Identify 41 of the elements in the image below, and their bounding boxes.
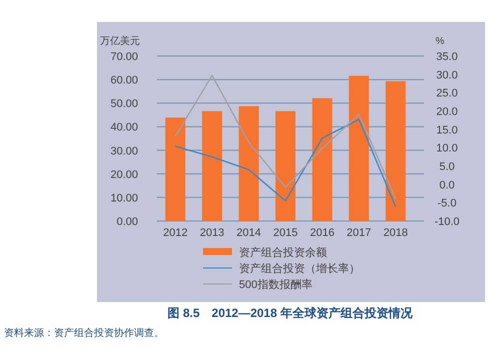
x-tick-label: 2018 (383, 227, 408, 239)
y2-tick-label: -5.0 (438, 198, 456, 210)
y2-tick-label: 25.0 (436, 88, 458, 100)
bar (165, 118, 186, 221)
y-tick-label: 40.00 (110, 122, 138, 134)
legend-label: 资产组合投资（增长率） (239, 262, 360, 275)
x-tick-label: 2012 (163, 227, 188, 239)
bar (348, 76, 369, 221)
text: 图 8.5 2012—2018 年全球资产组合投资情况 (168, 306, 414, 320)
x-tick-label: 2015 (273, 227, 298, 239)
y2-tick-label: 10.0 (436, 142, 458, 155)
y2-tick-label: 30.0 (436, 69, 458, 82)
y2-tick-label: 15.0 (436, 124, 458, 136)
legend-label: 500指数报酬率 (239, 278, 312, 291)
legend-label: 资产组合投资余额 (239, 246, 327, 259)
y2-axis-title: % (436, 36, 445, 47)
x-tick-label: 2017 (346, 227, 372, 239)
y-tick-label: 30.00 (110, 145, 138, 158)
y-tick-label: 70.00 (110, 51, 138, 63)
y2-tick-label: -10.0 (434, 216, 460, 228)
bar (202, 111, 222, 221)
y-tick-label: 50.00 (110, 98, 138, 110)
y-tick-label: 0.00 (116, 216, 138, 228)
y2-tick-label: 0.0 (439, 179, 455, 192)
x-tick-label: 2016 (310, 227, 334, 239)
x-tick-label: 2014 (236, 227, 262, 239)
bar (238, 106, 259, 221)
y-tick-label: 20.00 (110, 168, 138, 181)
bar (312, 98, 332, 221)
line-series (174, 118, 396, 208)
y-axis-title: 万亿美元 (100, 35, 140, 47)
bar (386, 81, 406, 221)
line-series (174, 74, 396, 200)
y2-tick-label: 20.0 (436, 106, 458, 118)
x-tick-label: 2013 (200, 227, 224, 239)
y2-tick-label: 35.0 (436, 51, 458, 63)
y2-tick-label: 5.0 (439, 161, 455, 173)
bar (276, 111, 296, 221)
y-tick-label: 60.00 (110, 74, 138, 87)
text: 资料来源：资产组合投资协作调查。 (4, 327, 164, 339)
y-tick-label: 10.00 (110, 192, 138, 204)
